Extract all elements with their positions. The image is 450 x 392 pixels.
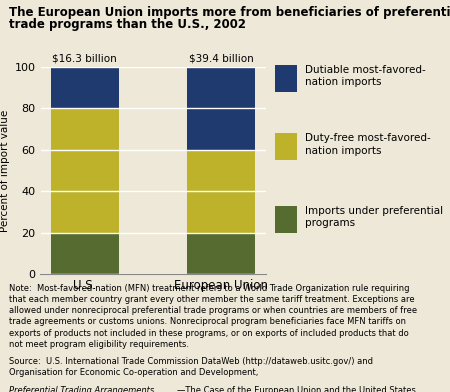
Bar xyxy=(187,233,255,274)
Bar xyxy=(51,67,119,108)
Bar xyxy=(187,67,255,150)
Text: $16.3 billion: $16.3 billion xyxy=(53,54,117,64)
Bar xyxy=(187,150,255,233)
Text: Imports under preferential
programs: Imports under preferential programs xyxy=(305,206,443,228)
Text: Dutiable most-favored-
nation imports: Dutiable most-favored- nation imports xyxy=(305,65,426,87)
Text: —The Case of the European Union and the United States.: —The Case of the European Union and the … xyxy=(9,386,418,392)
Bar xyxy=(51,108,119,233)
Bar xyxy=(51,233,119,274)
Text: Preferential Trading Arrangements
in Agricultural and Food Markets: Preferential Trading Arrangements in Agr… xyxy=(9,386,154,392)
Text: Duty-free most-favored-
nation imports: Duty-free most-favored- nation imports xyxy=(305,133,431,156)
Text: Note:  Most-favored-nation (MFN) treatment refers to a World Trade Organization : Note: Most-favored-nation (MFN) treatmen… xyxy=(9,284,417,349)
Text: trade programs than the U.S., 2002: trade programs than the U.S., 2002 xyxy=(9,18,246,31)
Text: Source:  U.S. International Trade Commission DataWeb (http://dataweb.usitc.gov/): Source: U.S. International Trade Commiss… xyxy=(9,357,373,377)
Bar xyxy=(274,65,297,92)
Y-axis label: Percent of import value: Percent of import value xyxy=(0,109,10,232)
Text: $39.4 billion: $39.4 billion xyxy=(189,54,253,64)
Bar xyxy=(274,206,297,233)
Bar xyxy=(274,133,297,160)
Text: The European Union imports more from beneficiaries of preferential: The European Union imports more from ben… xyxy=(9,6,450,19)
